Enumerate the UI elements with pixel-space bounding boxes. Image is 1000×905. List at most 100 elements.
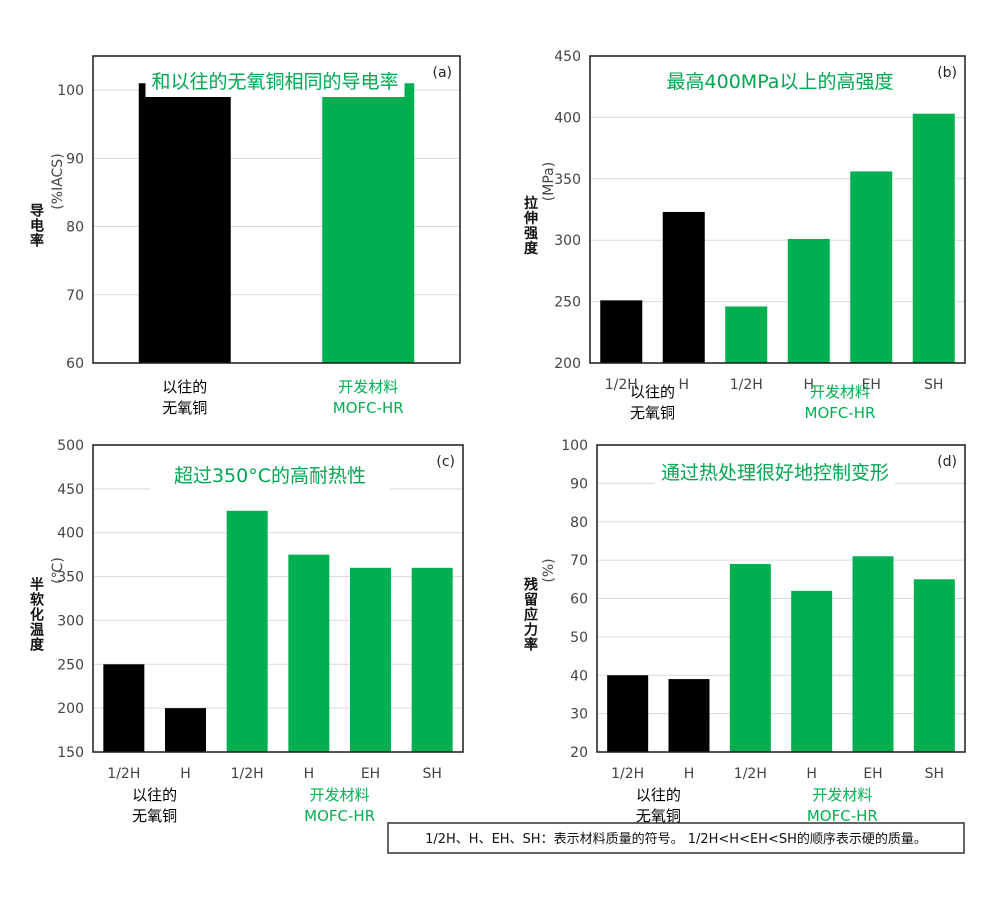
- bar: [600, 300, 643, 363]
- y-axis-label: 拉伸强度: [522, 195, 539, 256]
- y-tick-label: 100: [57, 83, 84, 99]
- panel-label: (c): [436, 454, 455, 470]
- y-axis-unit: (%): [541, 558, 557, 582]
- group-label-developed: 开发材料: [812, 786, 872, 804]
- group-label-conventional: 以往的: [630, 383, 675, 401]
- y-tick-label: 300: [57, 613, 84, 629]
- plot-frame: [589, 55, 966, 364]
- y-axis-unit: (℃): [50, 557, 66, 584]
- y-tick-label: 40: [570, 668, 588, 684]
- chart-panel-b: 200 250 300 350 400 450 1/2H H 1/2H H EH SH 最高400MPa…: [522, 49, 966, 422]
- x-tick-label: EH: [862, 377, 881, 393]
- y-axis-unit: (%IACS): [50, 153, 66, 209]
- group-label-developed: MOFC-HR: [807, 807, 878, 825]
- x-tick-label: 1/2H: [611, 766, 644, 782]
- y-tick-label: 500: [57, 438, 84, 454]
- x-tick-label: EH: [361, 766, 380, 782]
- bar: [607, 675, 649, 752]
- x-tick-label: H: [678, 377, 689, 393]
- title-background: [150, 461, 390, 491]
- y-tick-label: 250: [554, 295, 581, 311]
- group-label-developed: MOFC-HR: [333, 399, 404, 417]
- group-label-conventional: 无氧铜: [132, 807, 177, 825]
- x-tick-label: 1/2H: [231, 766, 264, 782]
- y-tick-label: 350: [554, 172, 581, 188]
- y-tick-label: 450: [57, 482, 84, 498]
- title-background: [641, 67, 919, 97]
- y-tick-label: 90: [570, 476, 588, 492]
- y-axis-label: 导电率: [28, 203, 44, 248]
- bar: [288, 554, 330, 752]
- bar: [913, 579, 955, 752]
- chart-title: 和以往的无氧铜相同的导电率: [151, 71, 398, 93]
- plot-frame: [92, 444, 464, 753]
- group-label-conventional: 以往的: [162, 378, 207, 396]
- y-tick-label: 90: [66, 151, 84, 167]
- group-label-developed: 开发材料: [338, 378, 398, 396]
- group-label-conventional: 以往的: [636, 786, 681, 804]
- y-tick-label: 200: [57, 701, 84, 717]
- title-background: [655, 458, 895, 488]
- bar: [725, 306, 768, 363]
- x-tick-label: H: [684, 766, 695, 782]
- y-tick-label: 450: [554, 49, 581, 65]
- bar: [852, 556, 894, 752]
- bar: [791, 590, 833, 752]
- group-label-developed: 开发材料: [810, 383, 870, 401]
- y-tick-label: 30: [570, 707, 588, 723]
- x-tick-label: 1/2H: [107, 766, 140, 782]
- x-tick-label: 1/2H: [605, 377, 638, 393]
- chart-title: 通过热处理很好地控制变形: [661, 462, 889, 484]
- y-axis-unit: (MPa): [541, 162, 557, 201]
- bar: [850, 171, 893, 363]
- x-tick-label: SH: [924, 377, 943, 393]
- x-tick-label: H: [806, 766, 817, 782]
- bar: [411, 567, 453, 752]
- chart-title: 超过350°C的高耐热性: [174, 465, 366, 487]
- y-tick-label: 100: [561, 438, 588, 454]
- bar: [138, 83, 231, 364]
- group-label-developed: MOFC-HR: [805, 404, 876, 422]
- panel-label: (b): [937, 65, 957, 81]
- group-label-developed: 开发材料: [310, 786, 370, 804]
- y-tick-label: 350: [57, 570, 84, 586]
- chart-panel-a: 60 70 80 90 100 和以往的无氧铜相同的导电率 (a) (%IACS) 导电率以往的…: [28, 55, 461, 417]
- bar: [662, 211, 705, 363]
- group-label-conventional: 以往的: [132, 786, 177, 804]
- bar: [787, 238, 830, 363]
- bar: [322, 83, 415, 364]
- group-label-developed: MOFC-HR: [304, 807, 375, 825]
- footnote-box: [387, 822, 965, 854]
- title-background: [145, 67, 405, 97]
- x-tick-label: 1/2H: [734, 766, 767, 782]
- bar: [912, 113, 955, 363]
- chart-panel-c: 150 200 250 300 350 400 450 500 1/2H H 1/2H H EH SH 超过…: [28, 438, 464, 825]
- y-tick-label: 60: [66, 356, 84, 372]
- x-tick-label: SH: [422, 766, 441, 782]
- y-tick-label: 200: [554, 356, 581, 372]
- x-tick-label: H: [180, 766, 191, 782]
- x-tick-label: SH: [925, 766, 944, 782]
- y-tick-label: 250: [57, 657, 84, 673]
- y-tick-label: 80: [66, 220, 84, 236]
- y-tick-label: 70: [66, 288, 84, 304]
- y-tick-label: 20: [570, 745, 588, 761]
- y-tick-label: 80: [570, 515, 588, 531]
- group-label-conventional: 无氧铜: [630, 404, 675, 422]
- y-tick-label: 150: [57, 745, 84, 761]
- x-tick-label: H: [304, 766, 315, 782]
- x-tick-label: 1/2H: [730, 377, 763, 393]
- bar: [350, 567, 391, 752]
- y-tick-label: 60: [570, 592, 588, 608]
- bar: [668, 679, 710, 752]
- plot-frame: [92, 55, 461, 364]
- y-tick-label: 50: [570, 630, 588, 646]
- y-tick-label: 400: [57, 526, 84, 542]
- y-tick-label: 300: [554, 233, 581, 249]
- y-tick-label: 70: [570, 553, 588, 569]
- y-axis-label: 半软化温度: [28, 576, 44, 652]
- footnote-text: 1/2H、H、EH、SH：表示材料质量的符号。 1/2H<H<EH<SH的顺序表…: [425, 831, 927, 847]
- panel-label: (d): [937, 454, 957, 470]
- x-tick-label: EH: [863, 766, 882, 782]
